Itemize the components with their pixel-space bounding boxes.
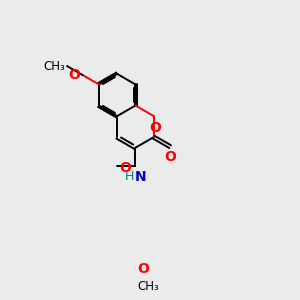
Text: CH₃: CH₃ [43, 59, 65, 73]
Text: O: O [119, 161, 131, 175]
Text: O: O [149, 121, 161, 135]
Text: O: O [164, 150, 176, 164]
Text: O: O [69, 68, 80, 82]
Text: CH₃: CH₃ [138, 280, 160, 293]
Text: H: H [124, 170, 134, 183]
Text: N: N [135, 170, 146, 184]
Text: O: O [137, 262, 149, 276]
